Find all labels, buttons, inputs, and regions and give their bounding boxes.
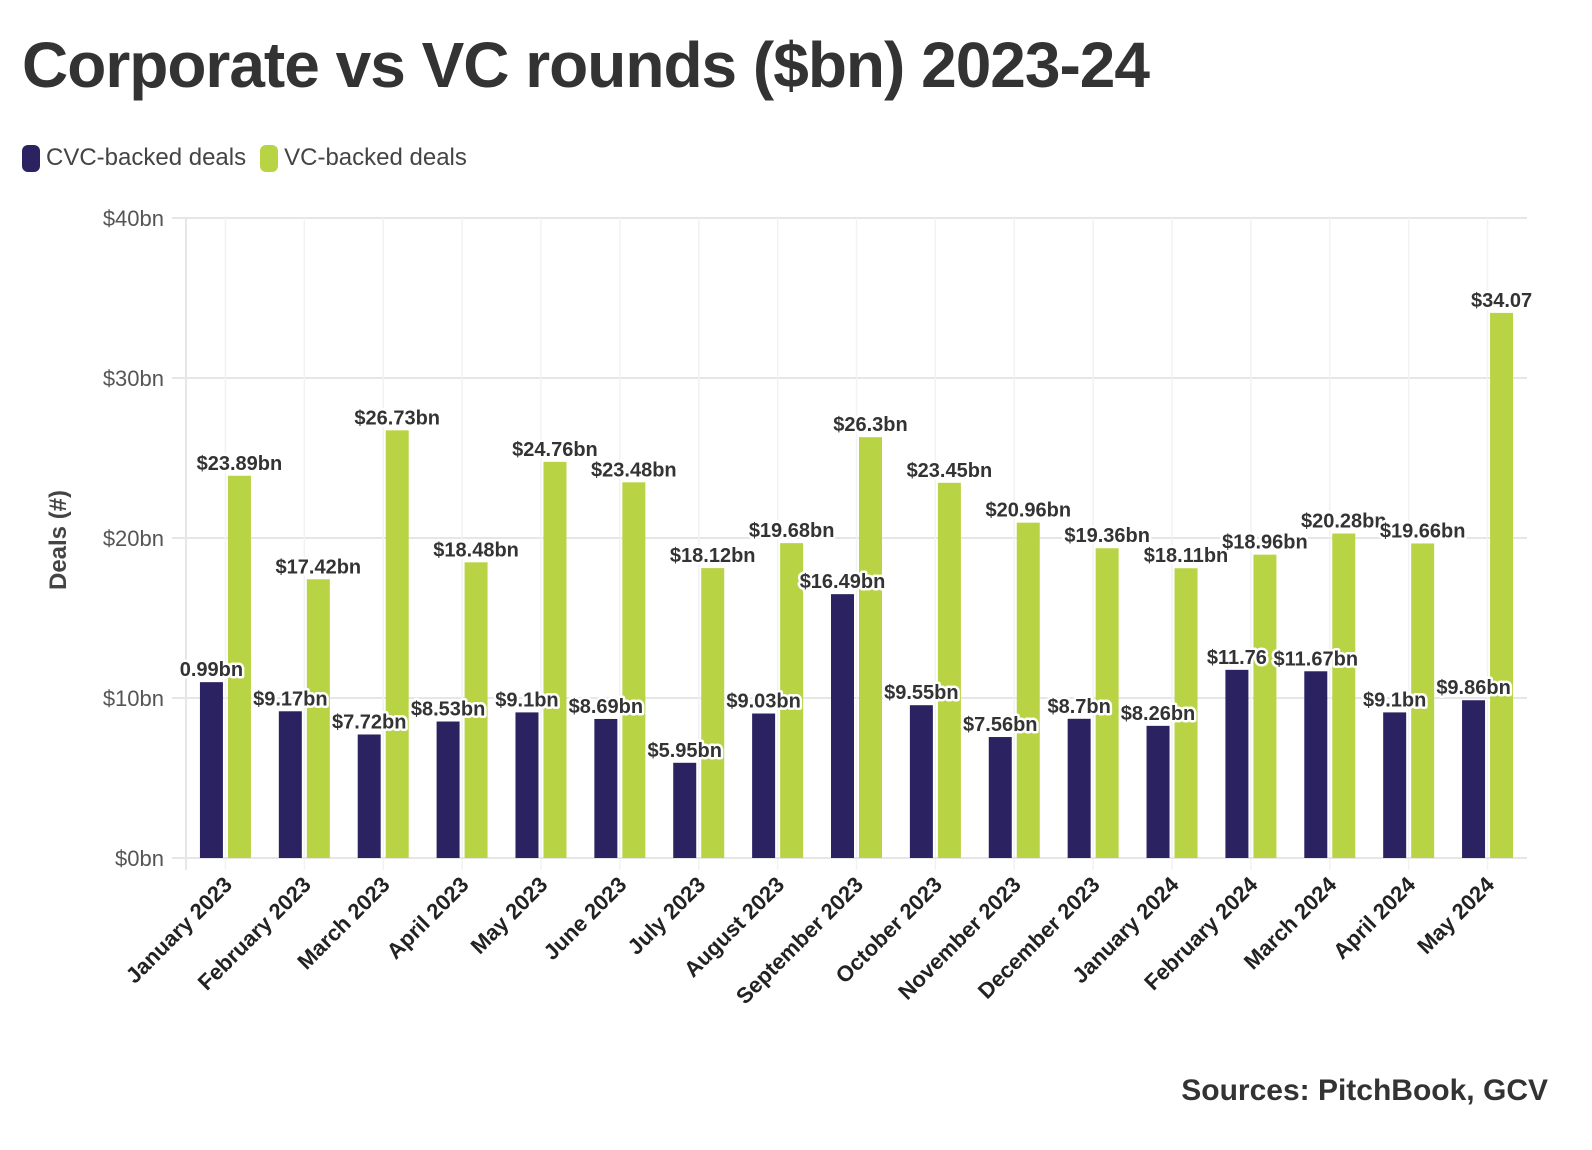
data-label-vc: $19.36bn bbox=[1064, 525, 1150, 547]
data-label-vc: $23.45bn bbox=[907, 460, 993, 482]
bar-vc bbox=[937, 482, 961, 858]
bar-cvc bbox=[357, 734, 381, 858]
data-labels: 0.99bn $23.89bn $9.17bn $17.42bn $7.72bn $26.… bbox=[177, 287, 1534, 764]
data-label-cvc: $9.1bn bbox=[1363, 689, 1426, 711]
legend-swatch-cvc bbox=[22, 144, 40, 172]
data-label-vc: $34.07 bbox=[1471, 290, 1532, 312]
y-tick-label: $30bn bbox=[103, 366, 164, 391]
bar-vc bbox=[1016, 522, 1040, 858]
data-label-cvc: $11.67bn bbox=[1274, 648, 1359, 670]
data-label-cvc: 0.99bn bbox=[180, 659, 243, 681]
bar-cvc bbox=[515, 712, 539, 858]
data-label-cvc: $7.56bn bbox=[963, 714, 1037, 736]
bar-cvc bbox=[1304, 671, 1328, 858]
data-label-vc: $18.11bn bbox=[1144, 545, 1229, 567]
legend-swatch-vc bbox=[260, 144, 279, 172]
bar-vc bbox=[306, 579, 330, 858]
bar-cvc bbox=[988, 737, 1012, 858]
data-label-vc: $23.89bn bbox=[197, 453, 283, 475]
data-label-vc: $20.28bn bbox=[1301, 511, 1387, 533]
legend-item-cvc[interactable]: CVC-backed deals bbox=[22, 144, 246, 172]
data-label-cvc: $8.69bn bbox=[569, 696, 643, 718]
data-label-cvc: $11.76 bbox=[1207, 647, 1267, 669]
bars bbox=[199, 312, 1514, 858]
bar-cvc bbox=[199, 682, 223, 858]
bar-cvc bbox=[831, 594, 854, 858]
data-label-vc: $26.3bn bbox=[833, 414, 907, 436]
legend-label-vc: VC-backed deals bbox=[284, 144, 467, 171]
legend-label-cvc: CVC-backed deals bbox=[46, 144, 247, 171]
data-label-vc: $19.66bn bbox=[1380, 520, 1466, 542]
source-note: Sources: PitchBook, GCV bbox=[1181, 1074, 1548, 1107]
bar-cvc bbox=[752, 713, 776, 858]
x-tick-label: April 2023 bbox=[382, 872, 474, 964]
data-label-cvc: $9.03bn bbox=[726, 691, 800, 713]
data-label-cvc: $8.26bn bbox=[1121, 703, 1195, 725]
bar-cvc bbox=[1225, 669, 1249, 858]
data-label-vc: $18.12bn bbox=[670, 545, 756, 567]
data-label-vc: $20.96bn bbox=[985, 500, 1071, 522]
data-label-vc: $24.76bn bbox=[512, 439, 598, 461]
bar-vc bbox=[622, 482, 646, 858]
bar-cvc bbox=[673, 762, 697, 858]
bar-vc bbox=[1174, 568, 1198, 858]
y-axis-title: Deals (#) bbox=[45, 490, 72, 590]
bar-cvc bbox=[278, 711, 302, 858]
data-label-cvc: $8.7bn bbox=[1047, 696, 1110, 718]
data-label-vc: $19.68bn bbox=[749, 520, 835, 542]
bar-vc bbox=[543, 461, 567, 858]
x-tick-label: May 2024 bbox=[1412, 871, 1499, 958]
data-label-vc: $18.96bn bbox=[1222, 532, 1308, 554]
data-label-cvc: $9.17bn bbox=[253, 688, 327, 710]
data-label-cvc: $9.55bn bbox=[884, 682, 958, 704]
bar-vc bbox=[1411, 543, 1435, 858]
data-label-vc: $17.42bn bbox=[276, 556, 362, 578]
bar-cvc bbox=[594, 718, 618, 858]
bar-cvc bbox=[1067, 718, 1091, 858]
y-tick-label: $40bn bbox=[103, 206, 164, 231]
data-label-cvc: $8.53bn bbox=[411, 699, 485, 721]
data-label-vc: $23.48bn bbox=[591, 459, 677, 481]
data-label-cvc: $9.1bn bbox=[495, 689, 558, 711]
bar-cvc bbox=[1146, 725, 1170, 858]
bar-cvc bbox=[436, 721, 460, 858]
y-tick-label: $20bn bbox=[103, 526, 164, 551]
data-label-cvc: $5.95bn bbox=[647, 740, 721, 762]
x-tick-label: June 2023 bbox=[538, 872, 631, 965]
y-tick-label: $10bn bbox=[103, 686, 164, 711]
bar-vc bbox=[385, 430, 409, 858]
bar-vc bbox=[780, 543, 804, 858]
bar-vc bbox=[227, 475, 251, 858]
data-label-cvc: $7.72bn bbox=[332, 711, 406, 733]
y-axis: $0bn $10bn $20bn $30bn $40bn bbox=[103, 206, 164, 871]
chart-title: Corporate vs VC rounds ($bn) 2023-24 bbox=[22, 29, 1150, 101]
data-label-vc: $18.48bn bbox=[433, 539, 519, 561]
y-tick-label: $0bn bbox=[115, 846, 164, 871]
bar-vc bbox=[1490, 312, 1514, 858]
bar-cvc bbox=[1383, 712, 1407, 858]
data-label-cvc: $16.49bn bbox=[800, 571, 886, 593]
data-label-cvc: $9.86bn bbox=[1436, 677, 1510, 699]
bar-vc bbox=[1332, 533, 1356, 858]
x-tick-label: April 2024 bbox=[1328, 871, 1421, 964]
bar-vc bbox=[701, 568, 725, 858]
bar-vc bbox=[859, 437, 882, 858]
bar-cvc bbox=[1462, 700, 1486, 858]
bar-vc bbox=[1095, 548, 1119, 858]
bar-vc bbox=[1253, 554, 1277, 858]
legend: CVC-backed deals VC-backed deals bbox=[22, 144, 481, 172]
bar-vc bbox=[464, 562, 488, 858]
data-label-vc: $26.73bn bbox=[354, 407, 440, 429]
bar-cvc bbox=[909, 705, 933, 858]
legend-item-vc[interactable]: VC-backed deals bbox=[260, 144, 467, 172]
